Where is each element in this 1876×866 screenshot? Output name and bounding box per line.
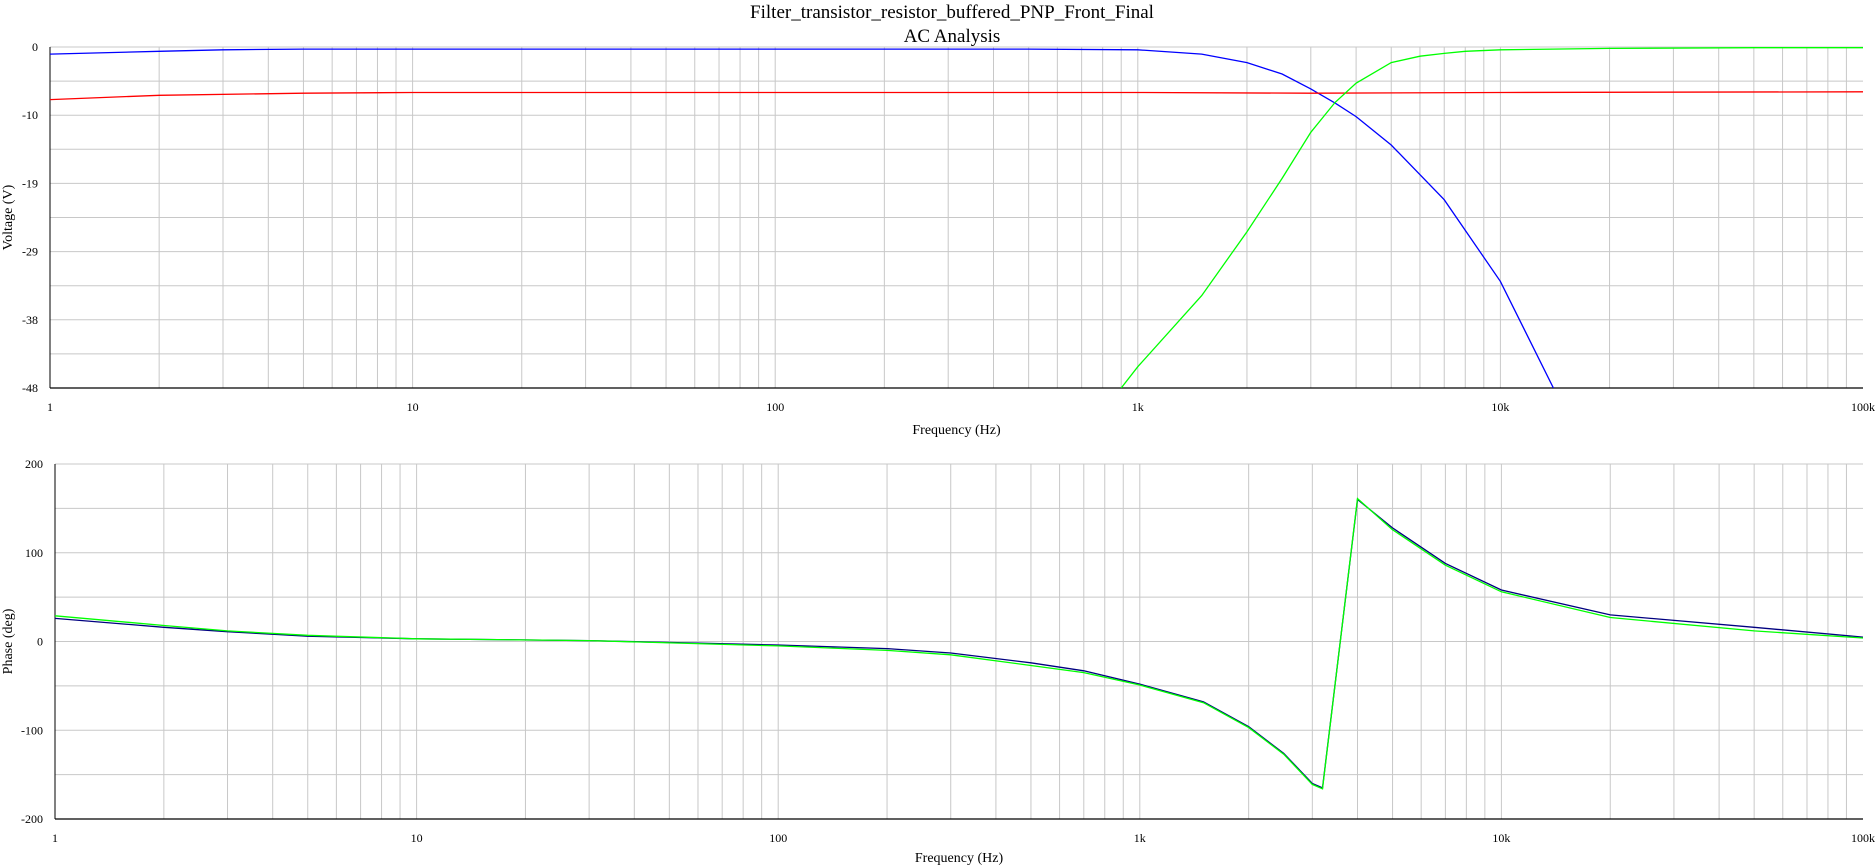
x-tick-label: 1k [1134, 831, 1146, 845]
series-line [1120, 47, 1863, 388]
x-axis-label: Frequency (Hz) [915, 851, 1004, 866]
x-tick-label: 10k [1492, 831, 1510, 845]
x-tick-label: 10 [411, 831, 423, 845]
y-tick-label: 200 [25, 457, 43, 471]
y-tick-label: -100 [21, 723, 43, 737]
y-axis-label: Phase (deg) [1, 608, 16, 674]
x-tick-label: 10k [1491, 400, 1509, 414]
series-line [50, 48, 1554, 388]
chart-subtitle: AC Analysis [904, 26, 1001, 47]
y-tick-label: -48 [22, 381, 38, 395]
x-tick-label: 1 [52, 831, 58, 845]
y-tick-label: 100 [25, 546, 43, 560]
grid [54, 463, 1863, 820]
x-tick-label: 100k [1851, 400, 1875, 414]
x-axis-label: Frequency (Hz) [912, 423, 1001, 438]
y-axis-label: Voltage (V) [1, 184, 16, 250]
voltage-panel: 0 -10 -19 -29 -38 -48 1 10 100 1k 10k 100k Frequency… [1, 40, 1875, 438]
y-tick-label: 0 [37, 635, 43, 649]
x-tick-label: 10 [407, 400, 419, 414]
y-tick-label: -200 [21, 812, 43, 826]
x-tick-label: 1 [47, 400, 53, 414]
x-tick-label: 1k [1132, 400, 1144, 414]
series-line [55, 498, 1863, 789]
y-tick-label: -29 [22, 245, 38, 259]
phase-panel: 200 100 0 -100 -200 1 10 100 1k 10k 100k Frequency … [1, 457, 1875, 866]
chart-title: Filter_transistor_resistor_buffered_PNP_… [750, 2, 1154, 23]
y-tick-label: -19 [22, 176, 38, 190]
y-tick-label: -10 [22, 108, 38, 122]
series-group [50, 47, 1863, 388]
series-line [50, 91, 1863, 101]
series-line [55, 497, 1863, 790]
x-tick-label: 100 [766, 400, 784, 414]
series-group [55, 497, 1863, 790]
x-tick-label: 100 [769, 831, 787, 845]
x-tick-label: 100k [1851, 831, 1875, 845]
y-tick-label: 0 [32, 40, 38, 54]
grid [49, 46, 1863, 389]
y-tick-label: -38 [22, 313, 38, 327]
